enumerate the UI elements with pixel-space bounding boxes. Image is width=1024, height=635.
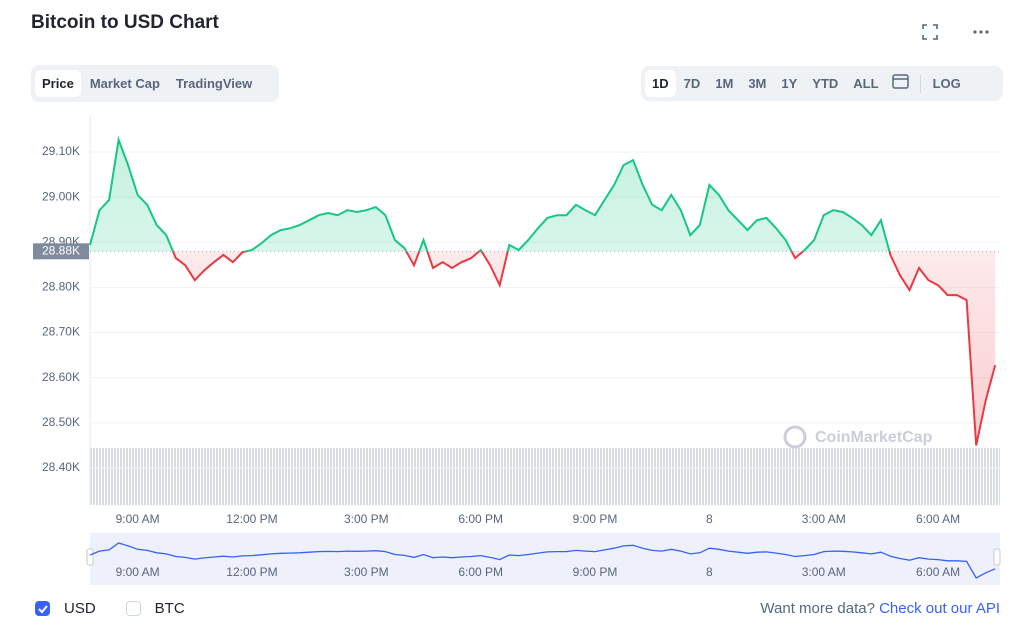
calendar-icon[interactable] [887, 71, 915, 96]
x-tick-label: 6:00 PM [458, 512, 503, 526]
area-down [172, 251, 996, 446]
navigator-tick-label: 3:00 AM [802, 565, 846, 579]
navigator-handle[interactable] [993, 548, 1001, 566]
footer-prompt: Want more data? [760, 600, 875, 617]
range-button[interactable]: YTD [812, 76, 839, 91]
currency-toggle[interactable]: USD [35, 600, 96, 617]
checkbox[interactable] [125, 601, 141, 616]
x-tick-label: 6:00 AM [916, 512, 960, 526]
y-tick-label: 28.70K [42, 325, 80, 339]
fullscreen-icon[interactable] [922, 24, 938, 40]
range-button[interactable]: ALL [853, 76, 879, 91]
navigator-tick-label: 9:00 PM [573, 565, 618, 579]
tab[interactable]: Price [35, 70, 81, 97]
tab[interactable]: Market Cap [89, 76, 160, 91]
price-line-down [171, 251, 997, 446]
volume-band [90, 448, 1000, 505]
menu-dot[interactable] [985, 30, 989, 34]
range-button[interactable]: 1D [645, 70, 676, 97]
x-tick-label: 9:00 AM [116, 512, 160, 526]
currency-label: BTC [154, 600, 185, 617]
tab-group: Price Market Cap TradingView [31, 65, 279, 102]
check [38, 605, 48, 614]
range-button[interactable]: 1M [715, 76, 734, 91]
watermark: CoinMarketCap [815, 429, 933, 446]
footer: Want more data? Check out our API [760, 600, 1000, 617]
chart: CoinMarketCap 28.40K 28.50K 28.60K 28.70K 28… [33, 115, 1001, 585]
range-button[interactable]: 7D [683, 76, 701, 91]
x-tick-label: 9:00 PM [573, 512, 618, 526]
navigator-tick-label: 6:00 AM [916, 565, 960, 579]
navigator-tick-label: 3:00 PM [344, 565, 389, 579]
navigator-tick-label: 8 [706, 565, 713, 579]
range-button[interactable]: 3M [748, 76, 767, 91]
toolbar-icons[interactable] [918, 20, 998, 44]
x-tick-label: 3:00 AM [802, 512, 846, 526]
range-button[interactable]: 1Y [781, 76, 798, 91]
y-tick-label: 29.10K [42, 144, 80, 158]
x-tick-label: 3:00 PM [344, 512, 389, 526]
tab[interactable]: TradingView [175, 76, 253, 91]
navigator-bg [90, 533, 1000, 585]
baseline-label: 28.88K [42, 243, 80, 257]
y-tick-label: 29.00K [42, 189, 80, 203]
navigator-tick-label: 6:00 PM [458, 565, 503, 579]
y-tick-label: 28.50K [42, 415, 80, 429]
y-tick-label: 28.80K [42, 280, 80, 294]
watermark-logo [783, 425, 807, 449]
range-group: 1D 7D 1M 3M 1Y YTD ALL LOG [641, 66, 1003, 101]
x-tick-label: 12:00 PM [226, 512, 277, 526]
currency-toggle[interactable]: BTC [125, 600, 185, 617]
api-link[interactable]: Check out our API [879, 600, 1000, 617]
x-tick-label: 8 [706, 512, 713, 526]
navigator-handle[interactable] [86, 548, 94, 566]
y-tick-label: 28.60K [42, 370, 80, 384]
navigator-tick-label: 12:00 PM [226, 565, 277, 579]
area-up [90, 139, 996, 252]
checkbox[interactable] [35, 601, 50, 616]
page-title: Bitcoin to USD Chart [31, 12, 219, 33]
y-tick-label: 28.40K [42, 460, 80, 474]
menu-dot[interactable] [973, 30, 977, 34]
separator [919, 74, 921, 93]
baseline-tag [33, 243, 89, 260]
navigator-tick-label: 9:00 AM [116, 565, 160, 579]
navigator-line [89, 542, 996, 579]
log-button[interactable]: LOG [932, 76, 961, 91]
price-line-up [89, 135, 891, 252]
currency-toggles: USD BTC [35, 600, 185, 617]
currency-label: USD [64, 600, 96, 617]
menu-dot[interactable] [979, 30, 983, 34]
